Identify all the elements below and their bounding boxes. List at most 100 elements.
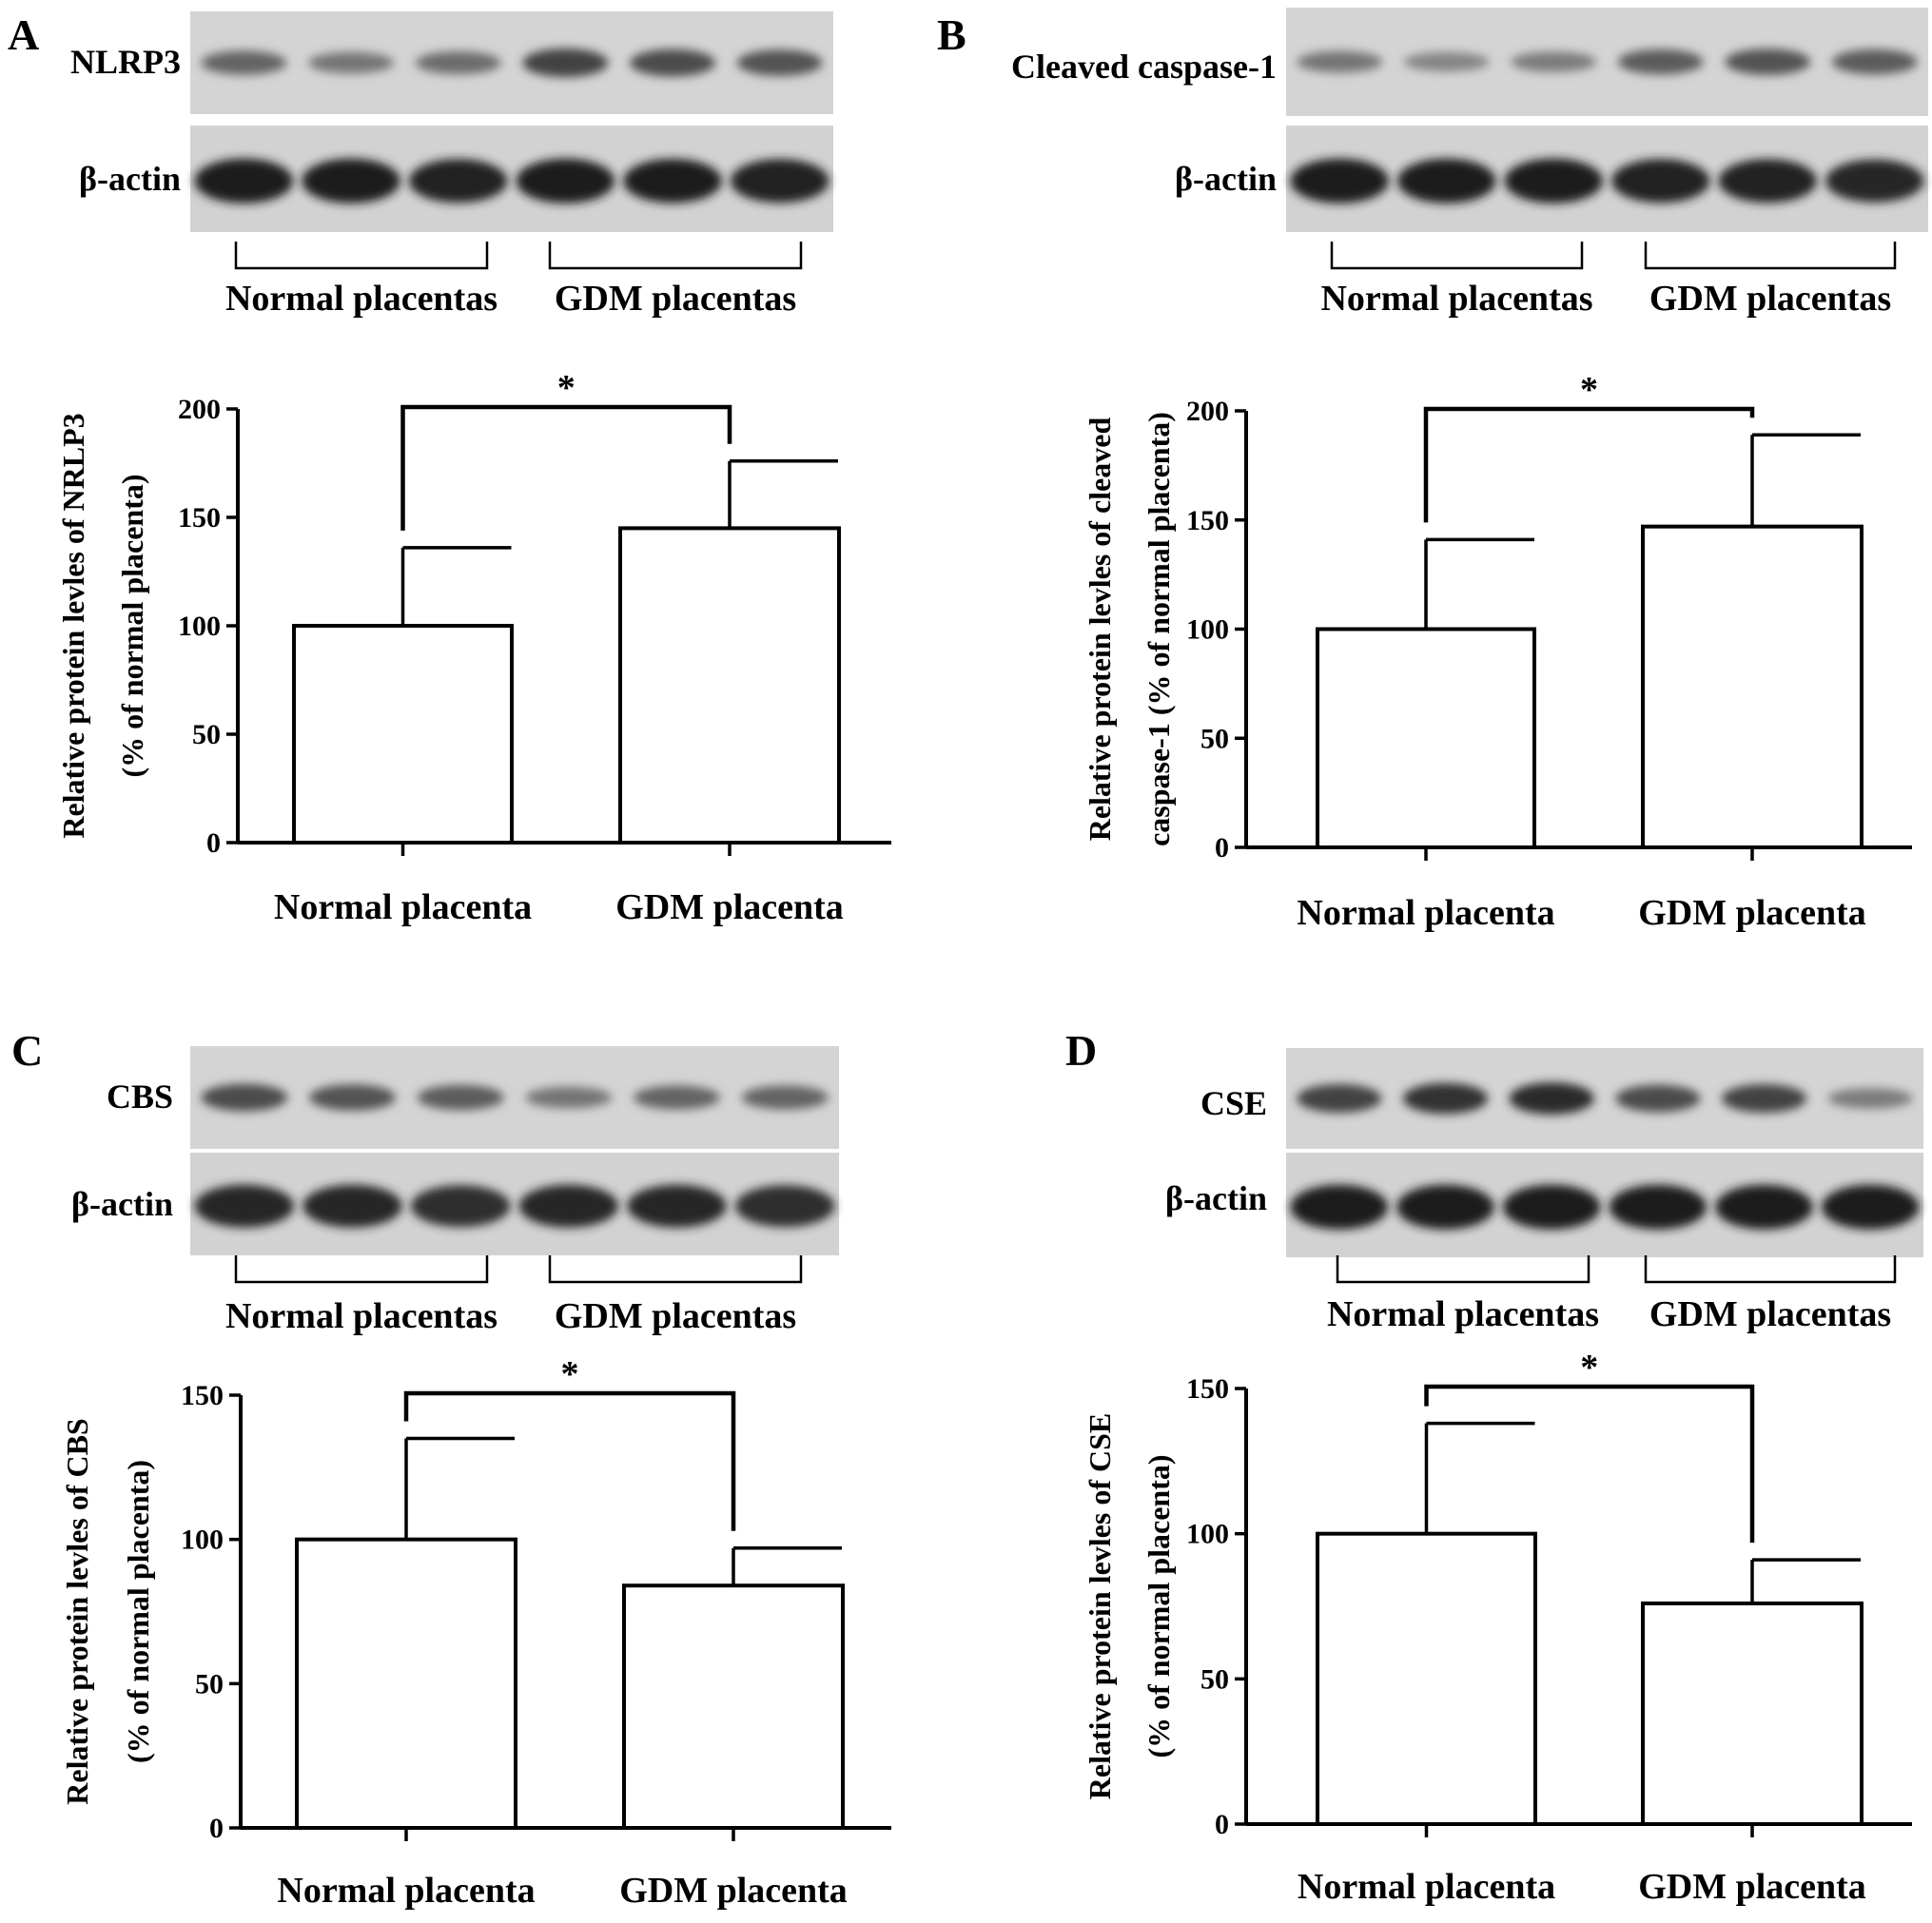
bar	[292, 624, 514, 845]
target-band	[417, 1084, 504, 1111]
y-axis-label: (% of normal placenta)	[121, 1460, 155, 1763]
loading-band	[627, 1184, 727, 1228]
y-tick-label: 150	[1186, 505, 1229, 536]
target-band	[1617, 49, 1704, 75]
target-band	[415, 51, 501, 74]
group-bracket	[1644, 1255, 1897, 1284]
y-tick-label: 0	[206, 827, 221, 859]
significance-bracket	[1424, 1384, 1755, 1544]
group-label: GDM placentas	[1649, 1294, 1891, 1334]
group-bracket	[1336, 1255, 1590, 1284]
bar	[622, 1583, 845, 1830]
significance-bracket	[1423, 406, 1755, 523]
y-axis-label: Relative protein levles of cleaved	[1083, 418, 1117, 842]
target-band	[1509, 1082, 1594, 1115]
group-label: GDM placentas	[555, 1296, 796, 1336]
bar	[1316, 627, 1536, 849]
target-band	[1403, 51, 1490, 72]
y-tick-label: 50	[195, 1668, 224, 1700]
loading-band	[623, 159, 722, 204]
target-band	[525, 1086, 613, 1109]
target-band	[309, 1084, 396, 1111]
target-band	[201, 50, 287, 75]
target-band	[1297, 50, 1383, 73]
y-tick-label: 0	[209, 1813, 224, 1844]
y-tick-label: 0	[1215, 832, 1229, 864]
group-bracket	[234, 1255, 489, 1284]
panel-letter: C	[11, 1026, 43, 1075]
blot-loading-label: β-actin	[1175, 160, 1277, 198]
blot-loading-label: β-actin	[71, 1185, 173, 1223]
significance-marker: *	[557, 368, 576, 408]
group-label: GDM placentas	[555, 279, 796, 319]
bar	[295, 1537, 517, 1830]
loading-band	[516, 158, 615, 204]
y-axis-label: (% of normal placenta)	[1142, 1454, 1176, 1758]
target-band	[634, 1085, 720, 1110]
blot-target-background	[190, 1046, 839, 1149]
y-tick-label: 200	[178, 394, 221, 425]
target-band	[201, 1083, 288, 1112]
blot-target-label: NLRP3	[70, 43, 181, 81]
blot-loading-background	[190, 126, 833, 232]
category-label: Normal placenta	[1297, 893, 1554, 933]
bar	[1641, 1601, 1864, 1826]
category-label: Normal placenta	[1298, 1867, 1555, 1907]
significance-bracket	[403, 1390, 736, 1531]
target-band	[1297, 1084, 1382, 1113]
target-band	[1402, 1082, 1489, 1115]
blot-target-background	[1286, 8, 1928, 116]
y-tick-label: 50	[1200, 723, 1229, 754]
category-label: Normal placenta	[274, 887, 532, 927]
panel-a: A NLRP3 β-actin Normal placentas GDM placent…	[8, 10, 891, 927]
loading-band	[302, 1184, 402, 1228]
target-band	[522, 49, 609, 77]
loading-band	[194, 1184, 295, 1228]
panel-b: B Cleaved caspase-1 β-actin Normal placenta…	[937, 8, 1928, 933]
y-tick-label: 150	[178, 502, 221, 534]
loading-band	[1290, 158, 1389, 204]
loading-band	[408, 159, 508, 204]
blot-loading-background	[1286, 1153, 1923, 1257]
loading-band	[1397, 158, 1496, 204]
bar	[618, 526, 841, 845]
group-label: Normal placentas	[1320, 279, 1592, 319]
blot-target-label: Cleaved caspase-1	[1011, 48, 1277, 86]
y-tick-label: 0	[1215, 1809, 1229, 1840]
blot-loading-label: β-actin	[1165, 1179, 1267, 1217]
target-band	[1721, 1084, 1807, 1113]
loading-band	[1715, 1184, 1813, 1230]
loading-band	[1821, 1184, 1920, 1230]
blot-loading-background	[190, 1153, 839, 1255]
category-label: GDM placenta	[615, 887, 844, 927]
target-band	[741, 1085, 829, 1110]
significance-bracket	[400, 404, 732, 531]
significance-marker: *	[1580, 1348, 1598, 1388]
loading-band	[194, 158, 294, 204]
target-band	[629, 49, 716, 77]
blot-loading-label: β-actin	[79, 160, 181, 198]
y-tick-label: 200	[1186, 396, 1229, 427]
bar	[1641, 524, 1864, 849]
y-axis-label: caspase-1 (% of normal placenta)	[1142, 412, 1176, 846]
category-label: Normal placenta	[277, 1871, 535, 1911]
loading-band	[1396, 1184, 1494, 1230]
blot-target-label: CSE	[1200, 1084, 1267, 1122]
target-band	[1511, 51, 1597, 72]
panel-d: D CSE β-actin Normal placentas GDM placentas…	[1065, 1026, 1923, 1907]
group-bracket	[1330, 242, 1584, 270]
group-bracket	[1644, 242, 1897, 270]
blot-target-background	[1286, 1048, 1923, 1149]
y-axis-label: Relative protein levles of NRLP3	[56, 413, 90, 838]
y-tick-label: 50	[1200, 1663, 1229, 1695]
group-label: Normal placentas	[1327, 1294, 1599, 1334]
loading-band	[410, 1185, 511, 1228]
loading-band	[1609, 1184, 1708, 1230]
y-axis-label: (% of normal placenta)	[115, 474, 149, 777]
loading-band	[734, 1185, 835, 1228]
loading-band	[518, 1184, 619, 1228]
group-label: Normal placentas	[225, 1296, 498, 1336]
loading-band	[1611, 159, 1710, 204]
loading-band	[1825, 159, 1924, 203]
